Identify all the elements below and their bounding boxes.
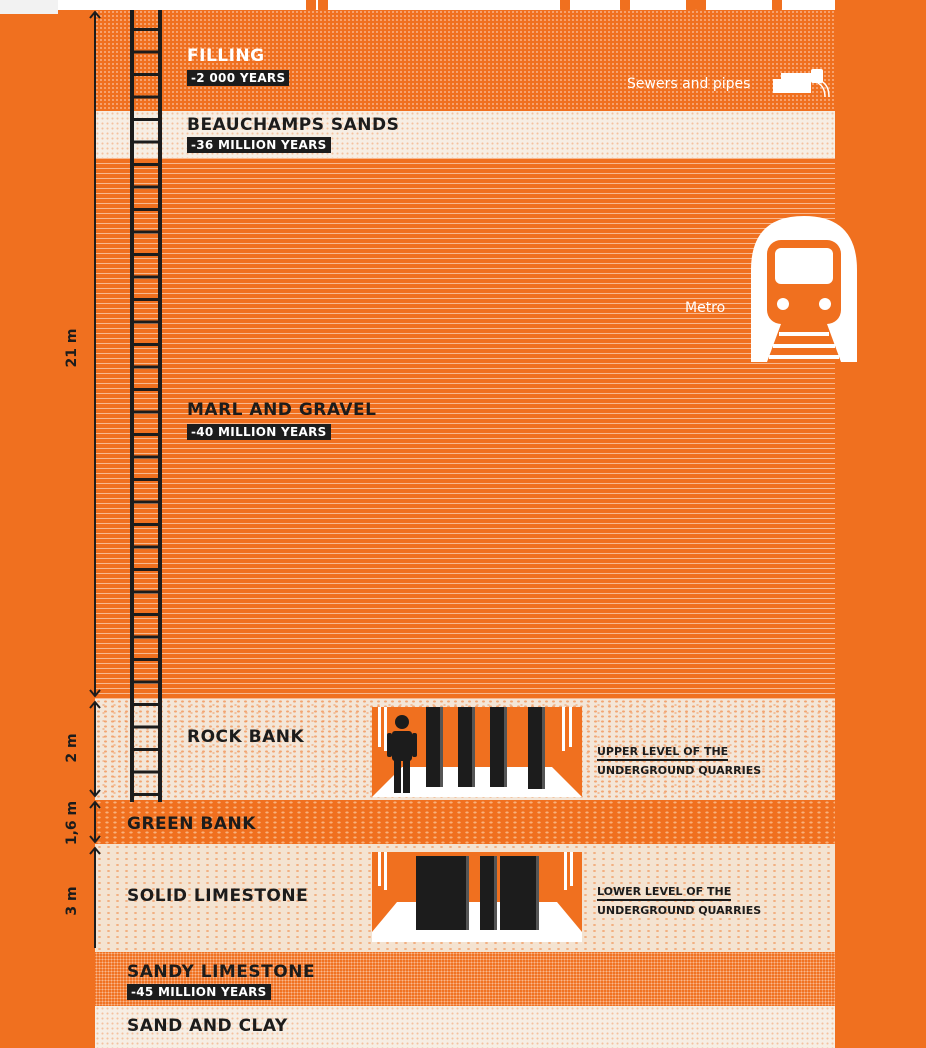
top-strip (0, 0, 926, 10)
ladder-rung (134, 545, 158, 549)
metro-label: Metro (685, 300, 726, 316)
ladder-rung (134, 568, 158, 571)
measure-label-1-6m: 1,6 m (64, 800, 80, 846)
layer-green-bank: GREEN BANK (95, 800, 835, 844)
layer-age-filling: -2 000 YEARS (187, 70, 290, 86)
ladder-rung (134, 725, 158, 729)
ladder-icon (130, 10, 162, 802)
layer-title-sand-clay: SAND AND CLAY (127, 1016, 288, 1036)
ladder-rung (134, 613, 158, 616)
ladder-rung (134, 298, 158, 301)
ladder-rung (134, 635, 158, 639)
ladder-rung (134, 680, 158, 684)
ladder-rung (134, 73, 158, 76)
ladder-rung (134, 433, 158, 436)
lower-quarry-panel (372, 852, 582, 942)
layer-title-beauchamps: BEAUCHAMPS SANDS (187, 115, 400, 135)
layer-title-rock-bank: ROCK BANK (187, 727, 305, 747)
ladder-rung (134, 455, 158, 459)
ladder-rung (134, 253, 158, 256)
ladder-rung (134, 590, 158, 594)
layer-sand-clay: SAND AND CLAY (95, 1006, 835, 1048)
lower-quarry-label-line2: UNDERGROUND QUARRIES (597, 904, 762, 917)
ladder-rung (134, 230, 158, 234)
ladder-rung (134, 343, 158, 346)
pipe-stub (306, 0, 316, 12)
ladder-rung (134, 658, 158, 661)
ladder-rung (134, 365, 158, 369)
right-gutter (835, 0, 926, 1048)
ladder-rung (134, 793, 158, 796)
ladder-rung (134, 208, 158, 211)
pipe-stub (620, 0, 630, 12)
person-icon (387, 715, 417, 793)
upper-quarry-illustration (372, 707, 582, 797)
layer-marl-gravel: MARL AND GRAVEL -40 MILLION YEARS Metro (95, 158, 857, 699)
layer-beauchamps-sands: BEAUCHAMPS SANDS -36 MILLION YEARS (95, 111, 835, 158)
ladder-rung (134, 478, 158, 481)
pipe-icon (773, 69, 830, 98)
layer-title-solid-limestone: SOLID LIMESTONE (127, 886, 309, 906)
ladder-rung (134, 28, 158, 31)
ladder-rung (134, 163, 158, 166)
ladder-rung (134, 748, 158, 751)
ladder-rung (134, 118, 158, 121)
layer-title-filling: FILLING (187, 46, 265, 66)
lower-quarry-label: LOWER LEVEL OF THE UNDERGROUND QUARRIES (597, 884, 761, 919)
pipe-stub (560, 0, 570, 12)
ladder-rung (134, 523, 158, 526)
layer-title-green-bank: GREEN BANK (127, 814, 256, 834)
depth-scale (89, 10, 101, 948)
metro-train-icon (751, 216, 857, 362)
upper-quarry-label: UPPER LEVEL OF THE UNDERGROUND QUARRIES (597, 744, 761, 779)
ladder-rung (134, 320, 158, 324)
geology-column: FILLING -2 000 YEARS Sewers and pipes BE… (95, 10, 857, 1048)
layer-filling: FILLING -2 000 YEARS Sewers and pipes (95, 10, 835, 111)
ladder-rung (134, 770, 158, 774)
layer-title-sandy-limestone: SANDY LIMESTONE (127, 962, 316, 982)
ladder-rung (134, 275, 158, 279)
layer-age-beauchamps: -36 MILLION YEARS (187, 137, 331, 153)
sewers-label: Sewers and pipes (627, 76, 751, 92)
layer-age-sandy-limestone: -45 MILLION YEARS (127, 984, 271, 1000)
layer-title-marl: MARL AND GRAVEL (187, 400, 377, 420)
measure-label-21m: 21 m (64, 328, 80, 368)
upper-quarry-label-line2: UNDERGROUND QUARRIES (597, 764, 762, 777)
layer-age-marl: -40 MILLION YEARS (187, 424, 331, 440)
ladder-rung (134, 185, 158, 189)
top-left-corner (0, 0, 58, 14)
pipe-stub (686, 0, 696, 12)
lower-quarry-illustration (372, 852, 582, 932)
upper-quarry-panel (372, 707, 582, 797)
layer-rock-bank: ROCK BANK (95, 699, 835, 800)
measure-label-3m: 3 m (64, 886, 80, 916)
ladder-rung (134, 388, 158, 391)
ladder-rung (134, 410, 158, 414)
pipe-stub (696, 0, 706, 12)
ladder-rung (134, 140, 158, 144)
measure-label-2m: 2 m (64, 733, 80, 763)
layer-sandy-limestone: SANDY LIMESTONE -45 MILLION YEARS (95, 952, 835, 1006)
layer-solid-limestone: SOLID LIMESTONE (95, 844, 835, 952)
lower-quarry-label-line1: LOWER LEVEL OF THE (597, 885, 732, 901)
upper-quarry-label-line1: UPPER LEVEL OF THE (597, 745, 729, 761)
pipe-stub (772, 0, 782, 12)
pipe-stub (318, 0, 328, 12)
ladder-rung (134, 95, 158, 99)
ladder-rung (134, 50, 158, 54)
ladder-rung (134, 703, 158, 706)
ladder-rung (134, 500, 158, 504)
